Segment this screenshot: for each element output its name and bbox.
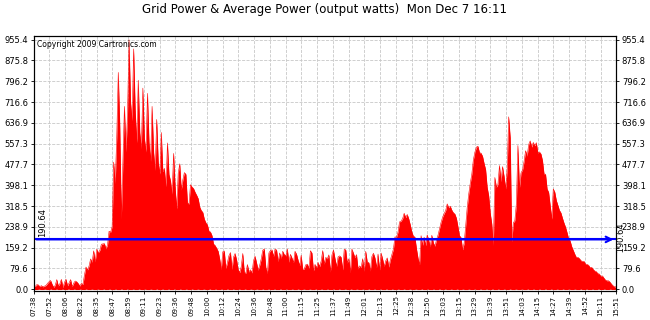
Text: 190.64: 190.64: [618, 224, 627, 255]
Text: 190.64: 190.64: [38, 208, 47, 237]
Text: Copyright 2009 Cartronics.com: Copyright 2009 Cartronics.com: [36, 40, 156, 49]
Text: Grid Power & Average Power (output watts)  Mon Dec 7 16:11: Grid Power & Average Power (output watts…: [142, 3, 508, 16]
